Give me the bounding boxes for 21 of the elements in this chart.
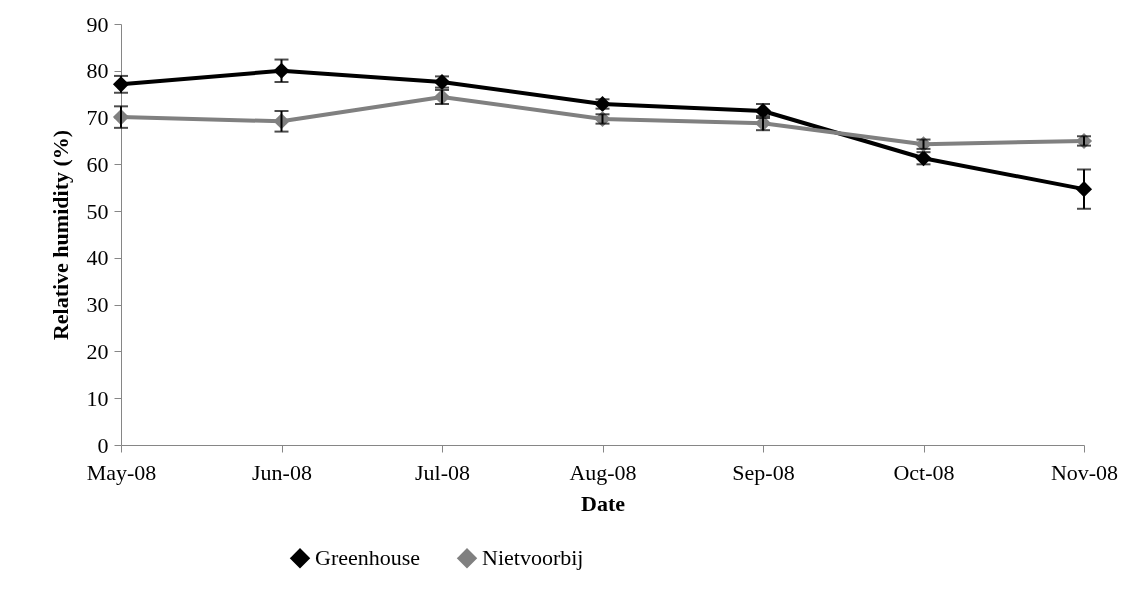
y-tick-label: 50 xyxy=(86,198,109,224)
x-tick-label: Oct-08 xyxy=(893,459,955,485)
y-tick-label: 80 xyxy=(86,58,109,84)
x-tick-label: May-08 xyxy=(86,459,157,485)
x-axis-title: Date xyxy=(581,490,626,516)
y-tick-label: 70 xyxy=(86,105,109,131)
y-tick-label: 40 xyxy=(86,245,109,271)
legend-label: Nietvoorbij xyxy=(482,545,584,571)
y-tick-label: 60 xyxy=(86,151,109,177)
y-tick-label: 90 xyxy=(86,11,109,37)
x-tick-label: Nov-08 xyxy=(1050,459,1119,485)
x-tick-label: Aug-08 xyxy=(569,459,637,485)
legend-label: Greenhouse xyxy=(315,545,421,571)
y-tick-label: 10 xyxy=(86,385,109,411)
y-tick-label: 0 xyxy=(97,432,109,458)
y-tick-label: 20 xyxy=(86,338,109,364)
x-tick-label: Sep-08 xyxy=(732,459,795,485)
y-tick-label: 30 xyxy=(86,292,109,318)
y-axis-title: Relative humidity (%) xyxy=(47,129,73,341)
x-tick-label: Jun-08 xyxy=(252,459,312,485)
x-tick-label: Jul-08 xyxy=(415,459,470,485)
